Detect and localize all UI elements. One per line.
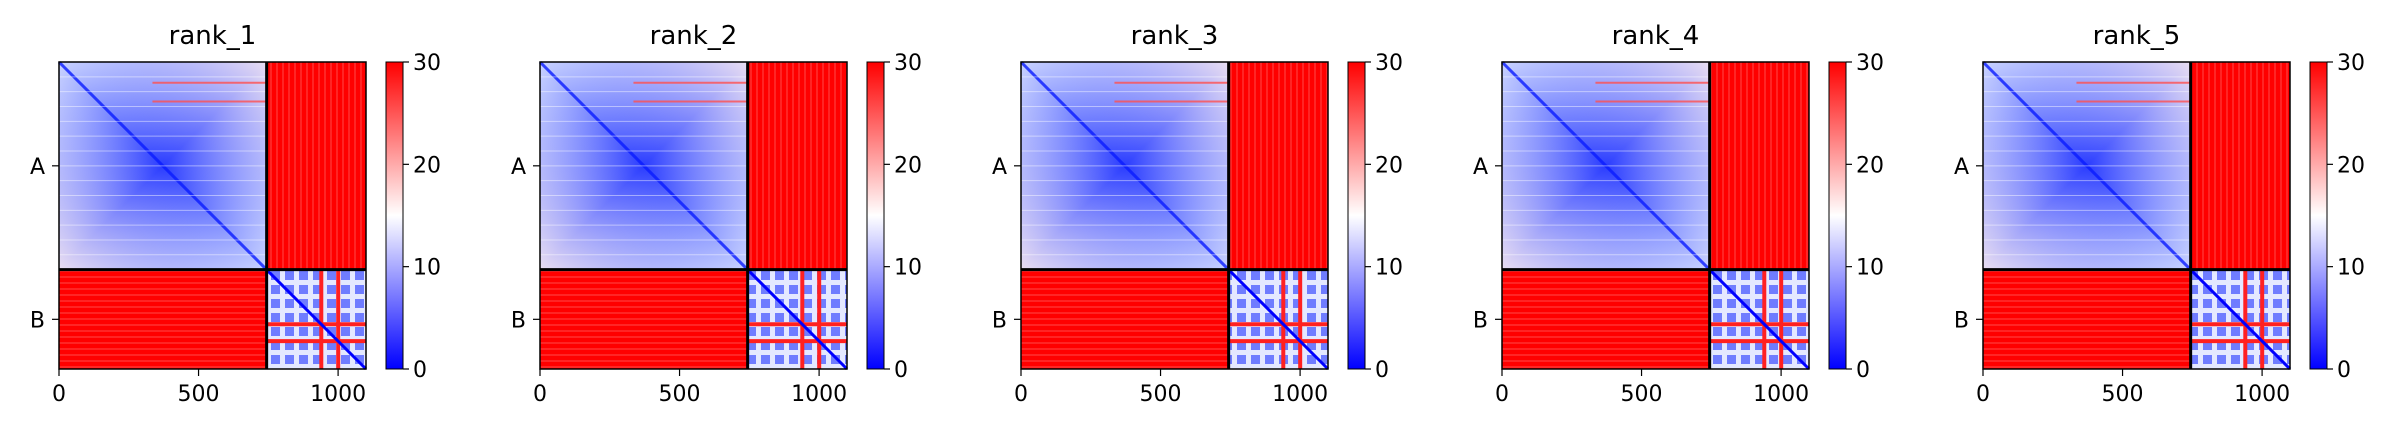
- colorbar: 0 10 20 30: [866, 51, 922, 383]
- cell-block-AB-texture: [2190, 62, 2290, 270]
- plot-frame: [1501, 61, 1810, 370]
- cell-block-BA-texture: [1983, 269, 2191, 369]
- colorbar-tick-label: 30: [894, 51, 922, 76]
- cell-diagonal-AA: [57, 60, 268, 271]
- x-tick-label: 1000: [310, 382, 366, 407]
- x-tick-label: 1000: [2234, 382, 2290, 407]
- y-tick-label: B: [1473, 308, 1488, 333]
- x-tick-label: 1000: [791, 382, 847, 407]
- x-tick-label: 500: [659, 382, 701, 407]
- cell-block-AB-texture: [1709, 62, 1809, 270]
- heatmap-panel-5: rank_5 A B 0 500 1000 0 10 20 30: [1954, 21, 2365, 407]
- colorbar-tick-label: 0: [1856, 358, 1870, 383]
- colorbar-gradient: [385, 61, 404, 370]
- colorbar-gradient: [2309, 61, 2328, 370]
- x-tick-label: 0: [1976, 382, 1990, 407]
- cell-block-AB-texture: [747, 62, 847, 270]
- panel-title: rank_3: [1131, 21, 1219, 51]
- colorbar-tick-label: 0: [413, 358, 427, 383]
- plot-frame: [1020, 61, 1329, 370]
- cell-block-BA-texture: [540, 269, 748, 369]
- colorbar-tick-label: 30: [413, 51, 441, 76]
- y-tick-label: B: [1954, 308, 1969, 333]
- colorbar-tick-label: 10: [2337, 256, 2365, 281]
- panel-title: rank_4: [1612, 21, 1700, 51]
- x-tick-label: 500: [1621, 382, 1663, 407]
- colorbar-tick-label: 20: [1856, 153, 1884, 178]
- heatmap-panel-4: rank_4 A B 0 500 1000 0 10 20 30: [1473, 21, 1884, 407]
- colorbar-tick-label: 20: [894, 153, 922, 178]
- colorbar: 0 10 20 30: [1347, 51, 1403, 383]
- cell-block-BA-texture: [1021, 269, 1229, 369]
- y-tick-label: B: [511, 308, 526, 333]
- cell-diagonal-AA: [1981, 60, 2192, 271]
- y-tick-label: A: [1954, 155, 1969, 180]
- colorbar-tick-label: 30: [1856, 51, 1884, 76]
- x-tick-label: 1000: [1272, 382, 1328, 407]
- colorbar-tick-label: 10: [1856, 256, 1884, 281]
- colorbar-tick-label: 20: [1375, 153, 1403, 178]
- panel-title: rank_5: [2093, 21, 2181, 51]
- colorbar-tick-label: 20: [2337, 153, 2365, 178]
- heatmap-panel-2: rank_2 A B 0 500 1000 0 10 20 30: [511, 21, 922, 407]
- cell-block-BA-texture: [1502, 269, 1710, 369]
- x-tick-label: 0: [1014, 382, 1028, 407]
- plot-frame: [58, 61, 367, 370]
- heatmap-cells: [538, 60, 849, 371]
- panel-title: rank_2: [650, 21, 738, 51]
- colorbar: 0 10 20 30: [2309, 51, 2365, 383]
- colorbar-gradient: [1828, 61, 1847, 370]
- y-tick-label: A: [992, 155, 1007, 180]
- cell-diagonal-BB: [746, 268, 849, 371]
- y-tick-label: A: [1473, 155, 1488, 180]
- cell-block-AB-texture: [266, 62, 366, 270]
- colorbar-tick-label: 20: [413, 153, 441, 178]
- cell-diagonal-AA: [538, 60, 749, 271]
- y-tick-label: A: [30, 155, 45, 180]
- heatmap-cells: [1019, 60, 1330, 371]
- cell-diagonal-AA: [1500, 60, 1711, 271]
- colorbar-tick-label: 0: [1375, 358, 1389, 383]
- colorbar-tick-label: 30: [1375, 51, 1403, 76]
- x-tick-label: 1000: [1753, 382, 1809, 407]
- colorbar-tick-label: 10: [1375, 256, 1403, 281]
- colorbar-tick-label: 0: [894, 358, 908, 383]
- y-tick-label: A: [511, 155, 526, 180]
- cell-diagonal-AA: [1019, 60, 1230, 271]
- heatmap-cells: [1500, 60, 1811, 371]
- panel-title: rank_1: [169, 21, 257, 51]
- plot-frame: [1982, 61, 2291, 370]
- heatmap-panel-1: rank_1 A B 0 500 1000 0 10 20 30: [30, 21, 441, 407]
- heatmap-panel-3: rank_3 A B 0 500 1000 0 10 20 30: [992, 21, 1403, 407]
- plot-frame: [539, 61, 848, 370]
- heatmap-cells: [1981, 60, 2292, 371]
- x-tick-label: 0: [533, 382, 547, 407]
- colorbar-gradient: [1347, 61, 1366, 370]
- y-tick-label: B: [992, 308, 1007, 333]
- cell-diagonal-BB: [265, 268, 368, 371]
- colorbar: 0 10 20 30: [1828, 51, 1884, 383]
- cell-diagonal-BB: [1227, 268, 1330, 371]
- cell-block-BA-texture: [59, 269, 267, 369]
- colorbar-tick-label: 30: [2337, 51, 2365, 76]
- colorbar-tick-label: 0: [2337, 358, 2351, 383]
- colorbar-tick-label: 10: [413, 256, 441, 281]
- x-tick-label: 500: [178, 382, 220, 407]
- colorbar: 0 10 20 30: [385, 51, 441, 383]
- x-tick-label: 0: [1495, 382, 1509, 407]
- cell-block-AB-texture: [1228, 62, 1328, 270]
- x-tick-label: 500: [2102, 382, 2144, 407]
- heatmap-cells: [57, 60, 368, 371]
- x-tick-label: 0: [52, 382, 66, 407]
- cell-diagonal-BB: [2189, 268, 2292, 371]
- colorbar-tick-label: 10: [894, 256, 922, 281]
- y-tick-label: B: [30, 308, 45, 333]
- cell-diagonal-BB: [1708, 268, 1811, 371]
- x-tick-label: 500: [1140, 382, 1182, 407]
- colorbar-gradient: [866, 61, 885, 370]
